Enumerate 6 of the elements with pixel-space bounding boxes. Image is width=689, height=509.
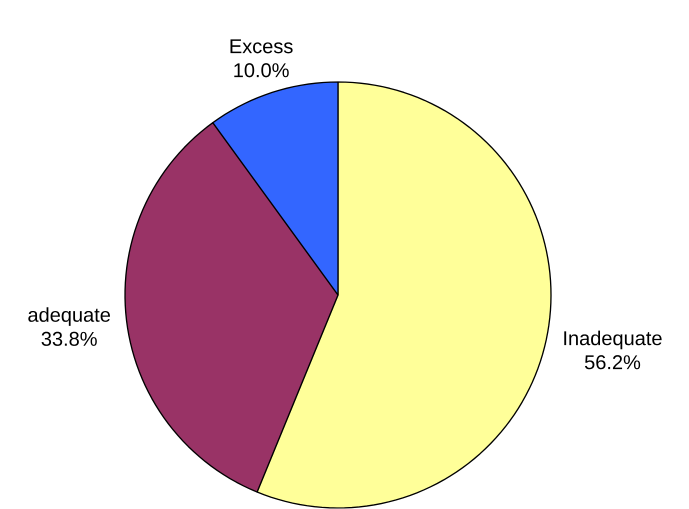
data-label: 56.2%	[584, 355, 640, 370]
data-label: 33.8%	[42, 332, 97, 346]
slice-label: Excess	[230, 40, 293, 54]
slice-label: adequate	[28, 307, 110, 326]
data-label: 10.0%	[234, 63, 289, 78]
slice-label: Inadequate	[564, 330, 662, 350]
